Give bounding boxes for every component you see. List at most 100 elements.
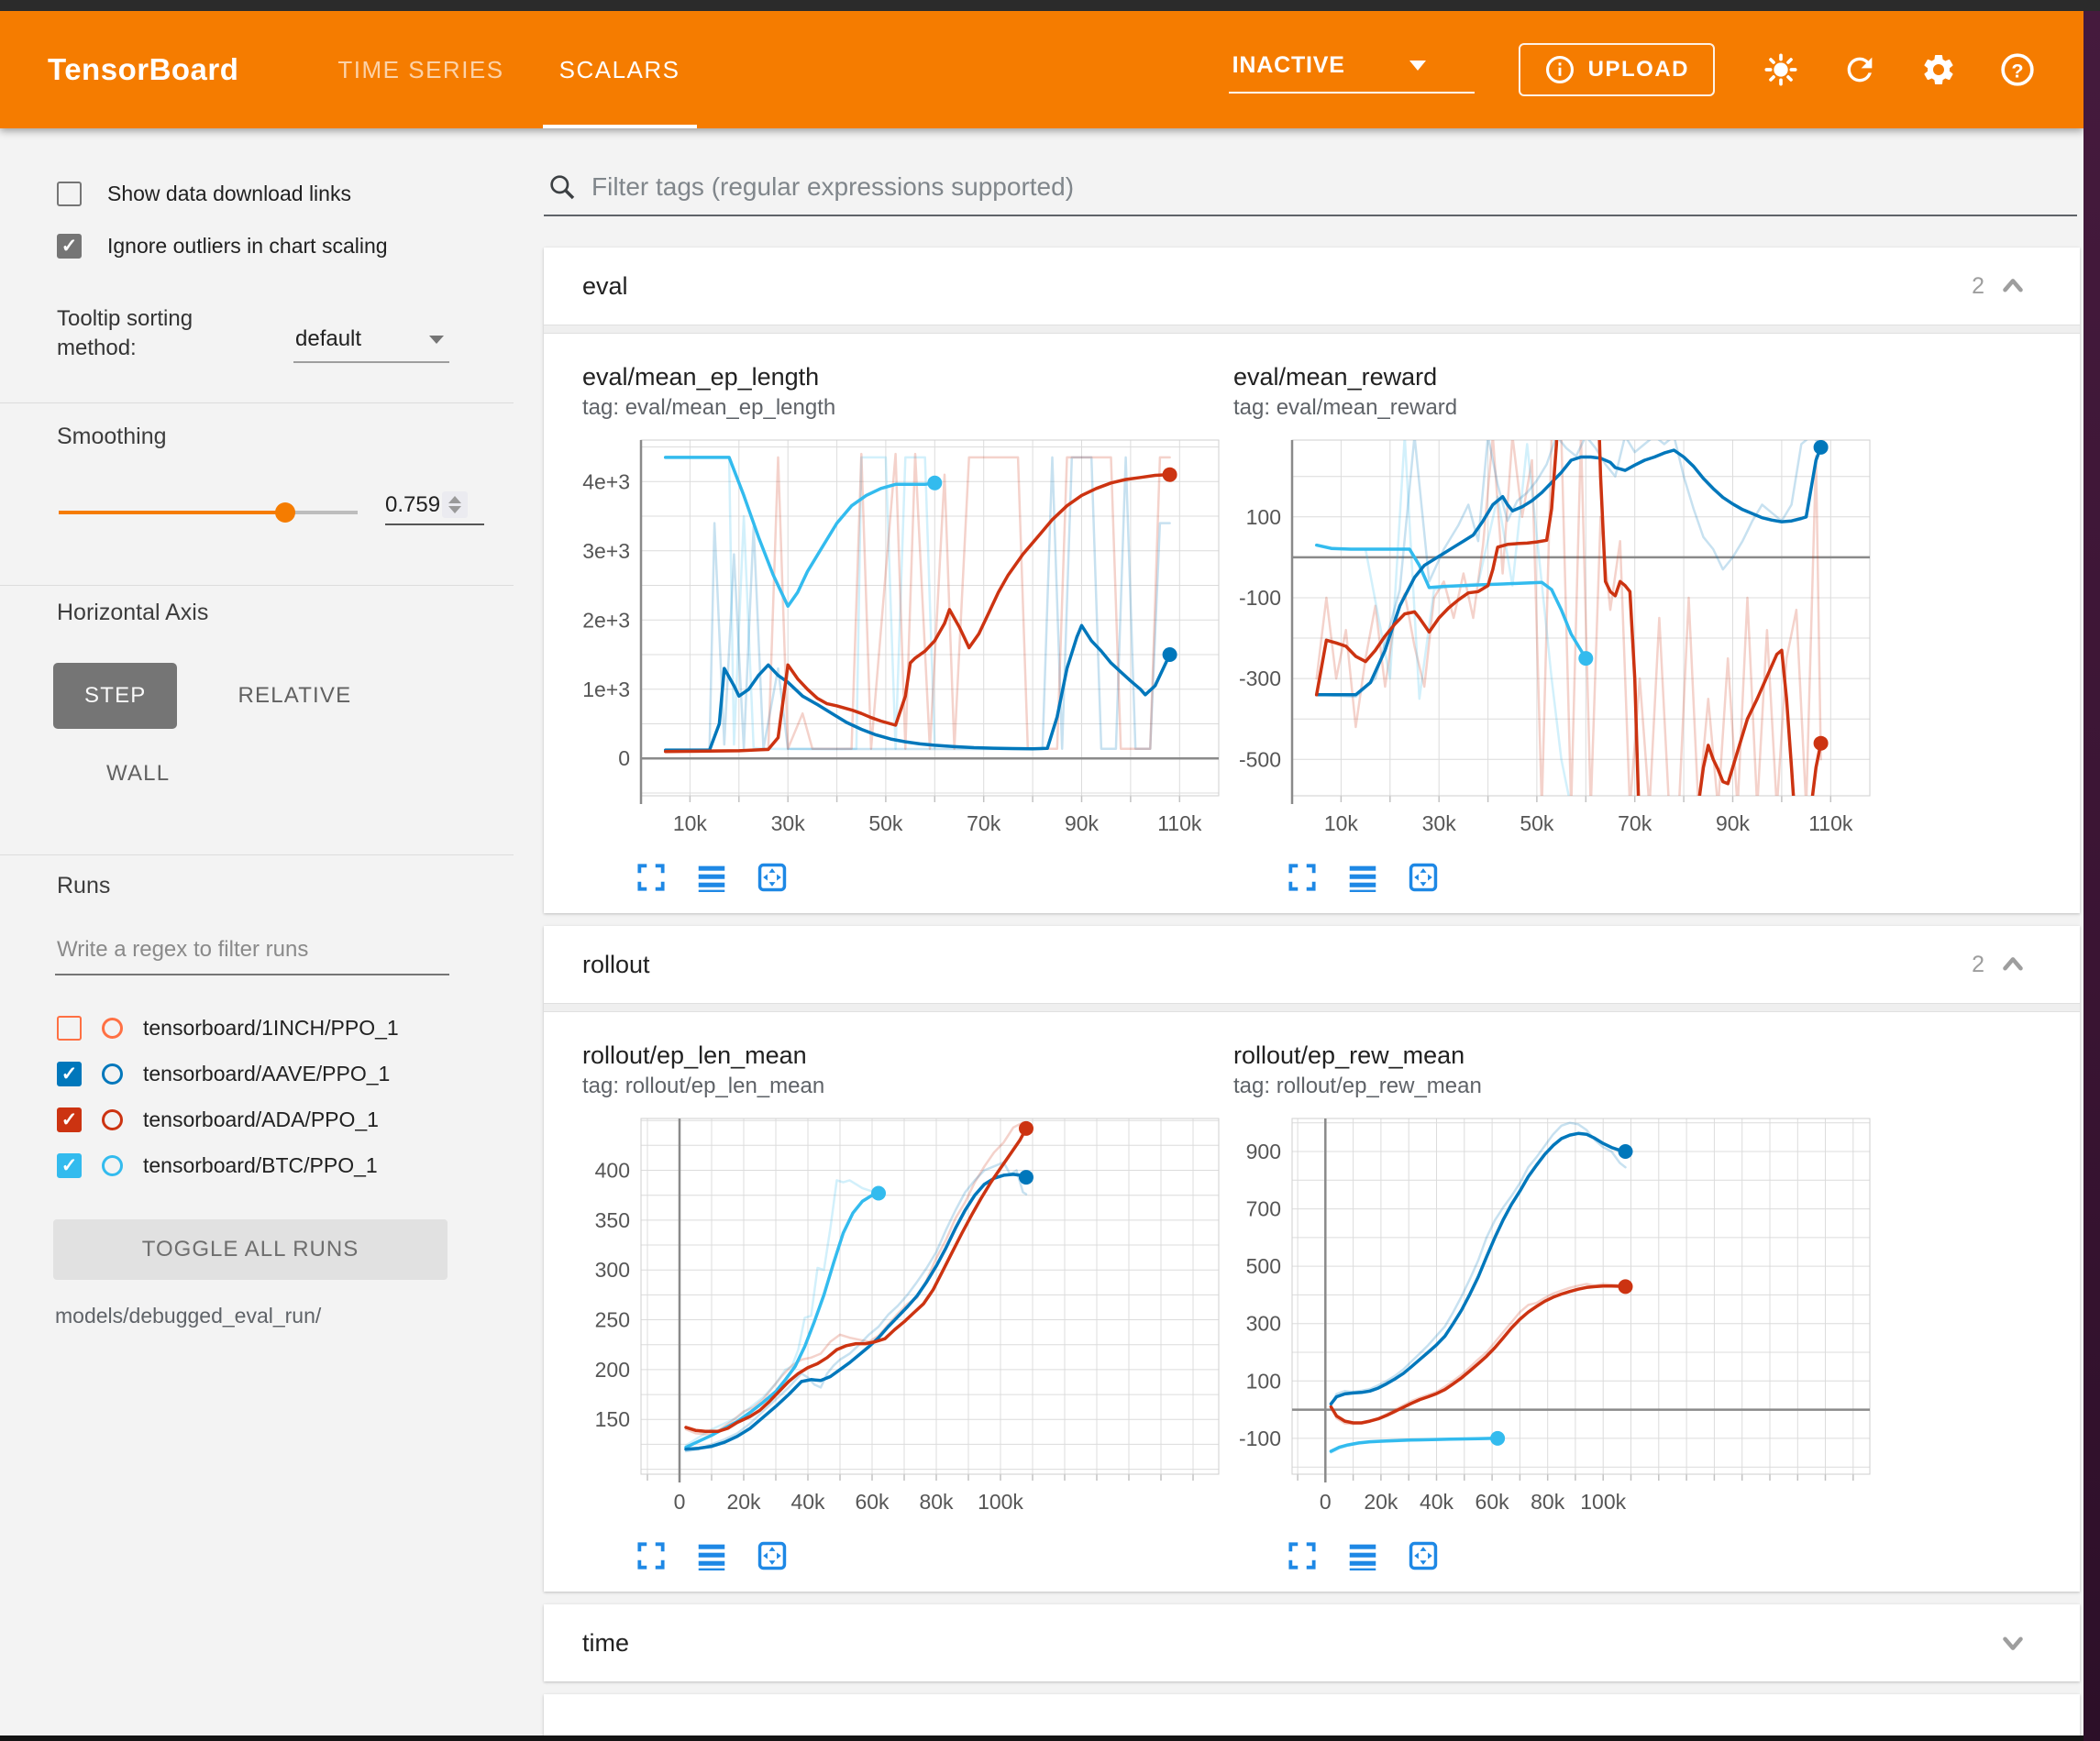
fullscreen-icon[interactable]	[634, 1538, 669, 1573]
fullscreen-icon[interactable]	[1285, 1538, 1320, 1573]
section-header[interactable]: rollout 2	[544, 926, 2080, 1003]
filter-tags-bar	[544, 172, 2077, 216]
checkbox-label: Show data download links	[107, 182, 351, 205]
run-row[interactable]: ✓ tensorboard/BTC/PPO_1	[57, 1153, 399, 1178]
window-top-bar	[0, 0, 2100, 11]
svg-text:100: 100	[1246, 505, 1281, 529]
tooltip-sorting-label: Tooltip sorting method:	[57, 306, 193, 360]
section-header[interactable]: time	[544, 1604, 2080, 1681]
slider-thumb[interactable]	[275, 502, 296, 523]
fit-domain-icon[interactable]	[755, 1538, 790, 1573]
fullscreen-icon[interactable]	[1285, 860, 1320, 895]
show-download-links-checkbox[interactable]	[57, 182, 82, 206]
fullscreen-icon[interactable]	[634, 860, 669, 895]
run-color-circle	[102, 1109, 123, 1130]
svg-text:60k: 60k	[855, 1490, 890, 1514]
run-row[interactable]: ✓ tensorboard/ADA/PPO_1	[57, 1107, 399, 1132]
section-header[interactable]: eval 2	[544, 248, 2080, 325]
axis-option-relative[interactable]: RELATIVE	[238, 683, 352, 708]
ignore-outliers-row[interactable]: ✓ Ignore outliers in chart scaling	[57, 234, 388, 259]
charts-row: eval/mean_ep_length tag: eval/mean_ep_le…	[544, 334, 2080, 913]
run-row[interactable]: ✓ tensorboard/AAVE/PPO_1	[57, 1062, 399, 1086]
svg-text:30k: 30k	[1422, 811, 1457, 835]
run-selector-list-icon[interactable]	[1345, 1538, 1380, 1573]
axis-option-step[interactable]: STEP	[53, 663, 178, 729]
scalar-chart: eval/mean_reward tag: eval/mean_reward 1…	[1233, 361, 1875, 895]
chevron-up-icon[interactable]	[1997, 270, 2028, 302]
chart-canvas[interactable]: 0 20k 40k 60k 80k 100k -100 100 300 500 700 900	[1233, 1111, 1875, 1533]
svg-text:4e+3: 4e+3	[582, 469, 630, 493]
help-icon[interactable]: ?	[1999, 51, 2036, 88]
desktop-background-strip	[2083, 11, 2100, 1741]
smoothing-value-input[interactable]	[385, 491, 442, 518]
show-download-links-row[interactable]: Show data download links	[57, 182, 351, 206]
chart-toolbar	[1285, 860, 1875, 895]
run-checkbox[interactable]: ✓	[57, 1062, 82, 1086]
tab-time-series[interactable]: TIME SERIES	[337, 55, 504, 83]
svg-text:40k: 40k	[790, 1490, 825, 1514]
section-card-time: time	[544, 1604, 2080, 1681]
runs-title: Runs	[57, 873, 111, 898]
chart-canvas[interactable]: 10k 30k 50k 70k 90k 110k 100 -100 -300 -500	[1233, 433, 1875, 854]
section-title: rollout	[582, 950, 650, 978]
svg-text:1e+3: 1e+3	[582, 678, 630, 701]
svg-text:80k: 80k	[1531, 1490, 1565, 1514]
run-checkbox[interactable]: ✓	[57, 1153, 82, 1178]
chart-title: rollout/ep_rew_mean	[1233, 1041, 1465, 1069]
run-selector-list-icon[interactable]	[694, 860, 729, 895]
chevron-up-icon[interactable]	[1997, 949, 2028, 980]
stepper-up-icon[interactable]	[448, 496, 461, 503]
runs-list: tensorboard/1INCH/PPO_1 ✓ tensorboard/AAVE…	[57, 1016, 399, 1178]
refresh-icon[interactable]	[1841, 51, 1878, 88]
svg-text:150: 150	[595, 1407, 630, 1431]
svg-text:100: 100	[1246, 1369, 1281, 1393]
status-dropdown[interactable]: INACTIVE	[1228, 47, 1475, 94]
svg-text:250: 250	[595, 1308, 630, 1332]
svg-text:110k: 110k	[1808, 811, 1853, 835]
run-color-circle	[102, 1063, 123, 1085]
run-checkbox[interactable]	[57, 1016, 82, 1041]
svg-text:3e+3: 3e+3	[582, 539, 630, 563]
smoothing-slider[interactable]	[59, 501, 358, 524]
svg-text:50k: 50k	[868, 811, 903, 835]
chart-title: eval/mean_reward	[1233, 363, 1438, 391]
stepper-down-icon[interactable]	[448, 506, 461, 513]
settings-icon[interactable]	[1920, 51, 1957, 88]
svg-text:500: 500	[1246, 1254, 1281, 1278]
filter-tags-input[interactable]	[591, 172, 2073, 202]
run-selector-list-icon[interactable]	[1345, 860, 1380, 895]
chevron-down-icon[interactable]	[1997, 1627, 2028, 1658]
section-title: eval	[582, 271, 628, 300]
runs-regex-input[interactable]	[55, 931, 449, 975]
section-card-rollout: rollout 2 rollout/ep_len_mean tag: rollo…	[544, 926, 2080, 1592]
brightness-icon[interactable]	[1763, 51, 1799, 88]
tooltip-sorting-dropdown[interactable]: default	[293, 323, 449, 363]
charts-row: rollout/ep_len_mean tag: rollout/ep_len_…	[544, 1012, 2080, 1592]
svg-text:110k: 110k	[1157, 811, 1202, 835]
upload-button[interactable]: UPLOAD	[1518, 43, 1715, 96]
axis-option-wall[interactable]: WALL	[106, 761, 171, 786]
chart-canvas[interactable]: 0 20k 40k 60k 80k 100k 150 200 250 300 350 400	[582, 1111, 1224, 1533]
section-card-partial	[544, 1694, 2080, 1735]
fit-domain-icon[interactable]	[1406, 860, 1441, 895]
chart-tag: tag: eval/mean_ep_length	[582, 395, 836, 420]
svg-text:80k: 80k	[919, 1490, 954, 1514]
chart-canvas[interactable]: 10k 30k 50k 70k 90k 110k 0 1e+3 2e+3 3e+3 4e+3	[582, 433, 1224, 854]
info-icon	[1544, 54, 1575, 85]
toggle-all-runs-button[interactable]: TOGGLE ALL RUNS	[53, 1219, 448, 1280]
checkbox-label: Ignore outliers in chart scaling	[107, 234, 388, 258]
number-stepper[interactable]	[442, 491, 468, 518]
fit-domain-icon[interactable]	[755, 860, 790, 895]
run-checkbox[interactable]: ✓	[57, 1107, 82, 1132]
check-icon: ✓	[61, 1063, 78, 1085]
tab-scalars[interactable]: SCALARS	[532, 11, 708, 128]
svg-text:400: 400	[595, 1159, 630, 1183]
svg-text:10k: 10k	[1324, 811, 1359, 835]
run-row[interactable]: tensorboard/1INCH/PPO_1	[57, 1016, 399, 1041]
chart-toolbar	[1285, 1538, 1875, 1573]
ignore-outliers-checkbox[interactable]: ✓	[57, 234, 82, 259]
section-divider	[544, 325, 2080, 334]
scalar-chart: rollout/ep_len_mean tag: rollout/ep_len_…	[582, 1040, 1224, 1573]
fit-domain-icon[interactable]	[1406, 1538, 1441, 1573]
run-selector-list-icon[interactable]	[694, 1538, 729, 1573]
